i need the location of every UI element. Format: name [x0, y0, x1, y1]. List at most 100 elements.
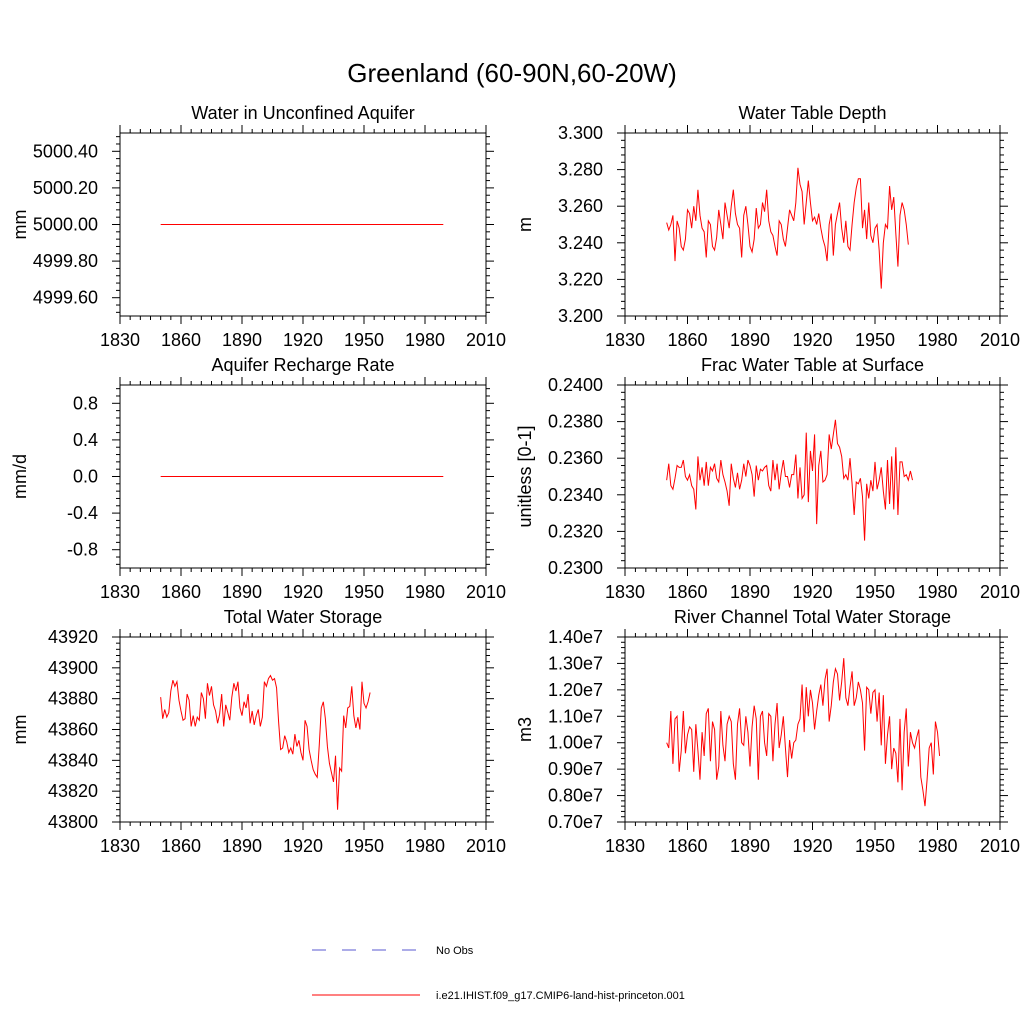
x-tick-label: 1980	[917, 582, 957, 602]
y-tick-label: 0.2380	[548, 412, 603, 432]
x-tick-label: 2010	[980, 330, 1020, 350]
x-tick-label: 1980	[405, 330, 445, 350]
x-tick-label: 1950	[855, 582, 895, 602]
x-tick-label: 1890	[730, 836, 770, 856]
y-tick-label: -0.4	[67, 503, 98, 523]
panel-title: River Channel Total Water Storage	[674, 607, 951, 627]
x-tick-label: 1860	[161, 330, 201, 350]
x-tick-label: 1920	[792, 582, 832, 602]
x-tick-label: 1920	[283, 836, 323, 856]
x-tick-label: 1860	[161, 836, 201, 856]
y-tick-label: 0.2300	[548, 558, 603, 578]
series-line	[666, 167, 909, 289]
y-tick-label: 43820	[48, 781, 98, 801]
y-tick-label: 3.240	[558, 233, 603, 253]
x-tick-label: 1830	[100, 330, 140, 350]
y-tick-label: 3.300	[558, 123, 603, 143]
y-tick-label: 0.2340	[548, 485, 603, 505]
series-line	[666, 419, 913, 541]
y-tick-label: 43880	[48, 689, 98, 709]
chart-panel-5: Total Water Storage mm 1830 1860 1890 1920 195…	[10, 607, 506, 856]
x-tick-label: 1950	[855, 836, 895, 856]
x-tick-label: 2010	[466, 582, 506, 602]
y-tick-label: 0.8	[73, 393, 98, 413]
panel-title: Frac Water Table at Surface	[701, 355, 924, 375]
chart-panel-6: River Channel Total Water Storage m3 1830 1…	[515, 607, 1020, 856]
plot-frame	[624, 132, 1001, 317]
plot-frame	[624, 636, 1001, 823]
y-tick-label: 1.40e7	[548, 627, 603, 647]
y-tick-label: 4999.80	[33, 251, 98, 271]
chart-panel-2: Water Table Depth m 1830 1860 1890 1920 1950 19…	[515, 103, 1020, 350]
y-tick-label: 1.10e7	[548, 706, 603, 726]
y-tick-label: 0.4	[73, 430, 98, 450]
y-tick-label: 0.0	[73, 467, 98, 487]
x-tick-label: 1830	[100, 836, 140, 856]
y-tick-label: 43800	[48, 812, 98, 832]
y-tick-label: 0.2400	[548, 375, 603, 395]
y-tick-label: 0.90e7	[548, 759, 603, 779]
y-tick-label: 0.70e7	[548, 812, 603, 832]
y-tick-label: 3.200	[558, 306, 603, 326]
y-tick-label: 1.30e7	[548, 653, 603, 673]
plot-frame	[119, 636, 487, 823]
x-tick-label: 1890	[222, 330, 262, 350]
plot-frame	[624, 384, 1001, 569]
x-tick-label: 1980	[405, 836, 445, 856]
series-line	[160, 674, 371, 810]
x-tick-label: 1830	[605, 330, 645, 350]
chart-panel-4: Frac Water Table at Surface unitless [0-1…	[515, 355, 1020, 602]
y-axis-label: mm	[10, 210, 30, 240]
y-tick-label: 1.20e7	[548, 680, 603, 700]
series-line	[666, 658, 941, 807]
x-tick-label: 1950	[344, 582, 384, 602]
x-tick-label: 1950	[344, 836, 384, 856]
x-tick-label: 1860	[667, 836, 707, 856]
y-tick-label: 43900	[48, 658, 98, 678]
x-tick-label: 2010	[980, 582, 1020, 602]
y-axis-label: m3	[515, 717, 535, 742]
chart-panel-1: Water in Unconfined Aquifer mm 1830 1860 189…	[10, 103, 506, 350]
x-tick-label: 1980	[917, 330, 957, 350]
x-tick-label: 1890	[222, 582, 262, 602]
x-tick-label: 2010	[466, 330, 506, 350]
y-tick-label: 5000.00	[33, 215, 98, 235]
x-tick-label: 1920	[283, 330, 323, 350]
y-axis-label: mm/d	[10, 454, 30, 499]
x-tick-label: 1980	[917, 836, 957, 856]
y-axis-label: unitless [0-1]	[515, 425, 535, 527]
y-tick-label: -0.8	[67, 540, 98, 560]
x-tick-label: 1830	[605, 836, 645, 856]
x-tick-label: 1980	[405, 582, 445, 602]
panel-grid: Water in Unconfined Aquifer mm 1830 1860 189…	[10, 103, 1020, 856]
x-tick-label: 1920	[283, 582, 323, 602]
x-tick-label: 1830	[605, 582, 645, 602]
legend-label-model: i.e21.IHIST.f09_g17.CMIP6-land-hist-prin…	[436, 990, 685, 1002]
y-tick-label: 5000.20	[33, 178, 98, 198]
y-tick-label: 3.220	[558, 269, 603, 289]
legend: No Obs i.e21.IHIST.f09_g17.CMIP6-land-hi…	[312, 945, 685, 1002]
x-tick-label: 1920	[792, 836, 832, 856]
y-tick-label: 43920	[48, 627, 98, 647]
x-tick-label: 2010	[980, 836, 1020, 856]
panel-title: Water Table Depth	[738, 103, 886, 123]
panel-title: Aquifer Recharge Rate	[211, 355, 394, 375]
x-tick-label: 1860	[667, 330, 707, 350]
x-tick-label: 1950	[344, 330, 384, 350]
y-tick-label: 43840	[48, 750, 98, 770]
y-tick-label: 4999.60	[33, 288, 98, 308]
x-tick-label: 1950	[855, 330, 895, 350]
x-tick-label: 1890	[730, 582, 770, 602]
y-axis-label: mm	[10, 715, 30, 745]
y-tick-label: 3.280	[558, 160, 603, 180]
y-tick-label: 5000.40	[33, 141, 98, 161]
x-tick-label: 2010	[466, 836, 506, 856]
panel-title: Total Water Storage	[224, 607, 382, 627]
x-tick-label: 1890	[222, 836, 262, 856]
y-tick-label: 0.2360	[548, 448, 603, 468]
y-tick-label: 1.00e7	[548, 733, 603, 753]
panel-title: Water in Unconfined Aquifer	[191, 103, 414, 123]
x-tick-label: 1890	[730, 330, 770, 350]
x-tick-label: 1860	[667, 582, 707, 602]
